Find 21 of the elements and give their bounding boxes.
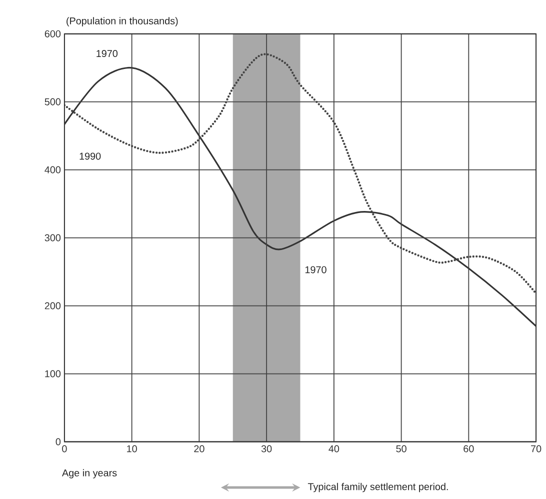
y-tick-label: 300 [44, 234, 61, 242]
y-tick-label: 0 [56, 438, 61, 446]
y-axis-title: (Population in thousands) [66, 16, 178, 26]
y-tick-label: 600 [44, 30, 61, 38]
legend-label: Typical family settlement period. [308, 482, 448, 492]
annotation: 1970 [96, 50, 118, 57]
x-tick-label: 40 [328, 445, 340, 452]
annotation: 1990 [80, 152, 101, 160]
x-tick-label: 10 [127, 445, 137, 452]
x-tick-label: 30 [261, 445, 272, 452]
y-tick-label: 100 [45, 370, 61, 378]
x-axis-title: Age in years [62, 468, 117, 478]
y-tick-label: 200 [44, 302, 61, 310]
x-tick-label: 60 [464, 445, 474, 452]
x-tick-label: 50 [396, 445, 406, 452]
y-tick-label: 500 [44, 98, 61, 106]
x-tick-label: 20 [194, 445, 204, 452]
x-tick-label: 70 [531, 445, 542, 452]
y-tick-label: 400 [44, 166, 61, 174]
annotation: 1970 [305, 266, 326, 274]
x-tick-label: 0 [62, 445, 67, 452]
